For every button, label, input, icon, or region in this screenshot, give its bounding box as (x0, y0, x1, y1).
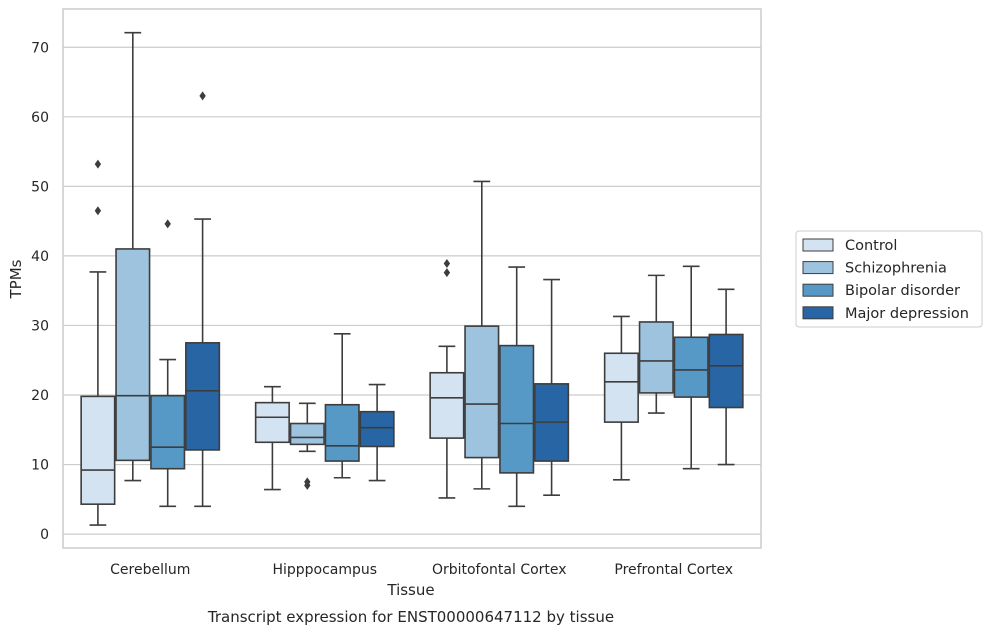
plot-frame (62, 8, 762, 549)
box (429, 259, 465, 499)
x-tick-label: Orbitofontal Cortex (432, 562, 567, 578)
x-tick-label: Hipppocampus (272, 562, 377, 578)
x-tick-labels: Cerebellum Hipppocampus Orbitofontal Corte… (110, 562, 733, 578)
box (359, 383, 395, 482)
box-body (464, 325, 500, 459)
box (603, 315, 639, 481)
box-body (115, 248, 151, 462)
box (464, 180, 500, 490)
box (254, 385, 290, 491)
x-axis-label: Tissue (386, 581, 434, 599)
y-tick-label: 10 (31, 458, 49, 474)
outlier-point (443, 259, 451, 269)
box (150, 219, 186, 508)
box (185, 91, 221, 508)
box-body (289, 422, 325, 446)
y-tick-label: 20 (31, 388, 49, 404)
legend-label: Bipolar disorder (845, 283, 960, 299)
y-tick-label: 30 (31, 318, 49, 334)
box-body (359, 410, 395, 448)
box (115, 31, 151, 482)
box-body (429, 371, 465, 439)
legend-item: Major depression (802, 306, 969, 322)
outlier-point (199, 91, 206, 101)
series-control (80, 159, 639, 526)
series-bipolar-disorder (150, 219, 709, 508)
legend-item: Control (802, 238, 897, 254)
legend-label: Control (845, 238, 897, 254)
box-body (708, 333, 744, 409)
y-axis-label: TPMs (7, 259, 25, 299)
box (324, 332, 360, 479)
legend: Control Schizophrenia Bipolar disorder Majo… (795, 230, 983, 328)
box-body (603, 352, 639, 423)
y-tick-label: 60 (31, 110, 49, 126)
legend-item: Bipolar disorder (802, 283, 960, 299)
outlier-point (164, 219, 171, 229)
y-tick-labels: 0 10 20 30 40 50 60 70 (31, 40, 49, 543)
outlier-point (304, 477, 311, 487)
series-schizophrenia (115, 31, 674, 490)
legend-frame (795, 230, 983, 328)
legend-item: Schizophrenia (802, 261, 947, 277)
box (499, 266, 535, 508)
box-body (638, 321, 674, 394)
box (289, 402, 325, 490)
legend-items: Control Schizophrenia Bipolar disorder Majo… (802, 238, 969, 322)
box-body (80, 395, 116, 505)
outlier-point (94, 159, 102, 169)
box-body (254, 401, 290, 444)
legend-swatch (802, 306, 834, 320)
outlier-point (443, 268, 451, 278)
legend-swatch (802, 238, 834, 252)
x-tick-label: Prefrontal Cortex (614, 562, 733, 578)
legend-label: Schizophrenia (845, 261, 947, 277)
box (534, 278, 570, 496)
legend-swatch (802, 261, 834, 275)
box (80, 159, 116, 526)
box-body (324, 403, 360, 462)
box-body (150, 394, 186, 470)
box (708, 288, 744, 466)
y-tick-label: 70 (31, 40, 49, 56)
y-tick-label: 0 (40, 527, 49, 543)
x-tick-label: Cerebellum (110, 562, 190, 578)
series-major-depression (185, 91, 744, 508)
box (673, 265, 709, 470)
box-plot-series (80, 31, 744, 526)
legend-label: Major depression (845, 306, 969, 322)
box (638, 274, 674, 414)
box-body (673, 336, 709, 398)
y-tick-label: 40 (31, 249, 49, 265)
box-body (499, 344, 535, 474)
y-tick-label: 50 (31, 179, 49, 195)
box-body (185, 342, 221, 451)
legend-swatch (802, 283, 834, 297)
figure-caption: Transcript expression for ENST0000064711… (207, 608, 614, 626)
outlier-point (94, 206, 102, 216)
